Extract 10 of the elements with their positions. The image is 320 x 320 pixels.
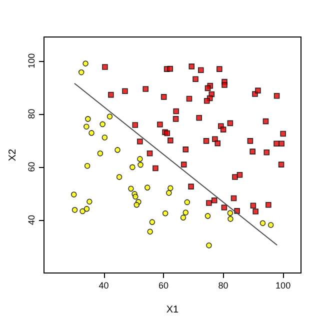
y-axis-title: X2: [8, 148, 18, 162]
y-tick-label: 60: [26, 162, 36, 172]
x-tick-label: 100: [276, 280, 291, 290]
y-tick-label: 100: [26, 53, 36, 68]
x-tick-label: 80: [218, 280, 228, 290]
x-tick-label: 40: [98, 280, 109, 290]
y-tick-label: 40: [26, 214, 36, 225]
x-tick-label: 60: [158, 280, 169, 290]
y-tick-label: 80: [26, 108, 36, 119]
x-axis-title: X1: [166, 304, 180, 316]
